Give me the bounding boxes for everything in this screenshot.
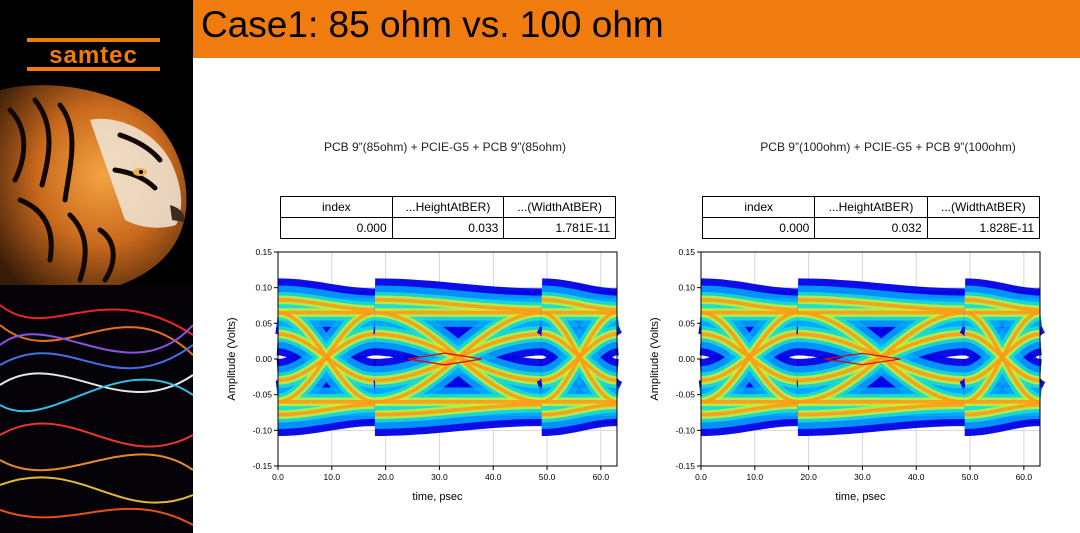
x-tick-label: 30.0 — [854, 472, 871, 482]
y-tick-label: -0.05 — [676, 390, 696, 400]
ber-table-header-row: index ...HeightAtBER) ...(WidthAtBER) — [701, 196, 1041, 218]
ber-value-width: 1.781E-11 — [503, 217, 616, 239]
light-waves-image — [0, 285, 193, 533]
eye-plot: 0.0 10.0 20.0 30.0 40.0 50.0 60.0 0.15 0.10 0.05 0… — [226, 247, 623, 503]
eye-trace — [541, 298, 618, 312]
x-tick-label: 40.0 — [485, 472, 502, 482]
y-tick-label: 0.05 — [255, 318, 272, 328]
ber-table-row: 0.000 0.033 1.781E-11 — [280, 217, 616, 239]
x-tick-label: 10.0 — [324, 472, 341, 482]
eye-trace — [541, 402, 617, 417]
x-axis-label: time, psec — [835, 491, 886, 503]
y-tick-label: -0.10 — [253, 425, 273, 435]
x-tick-label: 60.0 — [1016, 472, 1033, 482]
eye-traces — [698, 278, 1046, 436]
ber-col-height: ...HeightAtBER) — [814, 196, 928, 218]
x-tick-label: 20.0 — [377, 472, 394, 482]
eye-trace — [374, 402, 542, 417]
x-tick-label: 40.0 — [908, 472, 925, 482]
slide-title: Case1: 85 ohm vs. 100 ohm — [201, 4, 664, 45]
logo-band: samtec — [0, 0, 193, 80]
x-tick-label: 60.0 — [593, 472, 610, 482]
x-tick-label: 0.0 — [695, 472, 707, 482]
eye-trace — [700, 298, 798, 312]
title-bar: Case1: 85 ohm vs. 100 ohm — [193, 0, 1080, 58]
x-tick-label: 30.0 — [431, 472, 448, 482]
eye-mask — [407, 352, 482, 366]
x-tick-label: 20.0 — [800, 472, 817, 482]
ber-table-header-row: index ...HeightAtBER) ...(WidthAtBER) — [280, 196, 616, 218]
y-tick-label: 0.15 — [255, 247, 272, 257]
x-axis-label: time, psec — [412, 491, 463, 503]
x-tick-label: 50.0 — [962, 472, 979, 482]
ber-col-width: ...(WidthAtBER) — [926, 196, 1041, 218]
y-axis-label: Amplitude (Volts) — [649, 317, 661, 400]
y-tick-label: 0.10 — [678, 283, 695, 293]
ber-table-row: 0.000 0.032 1.828E-11 — [701, 217, 1041, 239]
eye-trace — [374, 298, 542, 312]
ber-value-height: 0.032 — [814, 217, 928, 239]
eye-diagram-85ohm: PCB 9”(85ohm) + PCIE-G5 + PCB 9”(85ohm) … — [205, 120, 665, 530]
samtec-logo: samtec — [27, 38, 160, 71]
eye-trace — [964, 332, 1041, 383]
eye-trace — [278, 402, 375, 417]
y-tick-label: 0.15 — [678, 247, 695, 257]
y-tick-label: 0.00 — [255, 354, 272, 364]
eye-trace — [374, 332, 542, 383]
eye-trace — [700, 332, 799, 383]
x-tick-label: 0.0 — [272, 472, 284, 482]
ber-col-width: ...(WidthAtBER) — [503, 196, 616, 218]
ber-value-height: 0.033 — [391, 217, 505, 239]
ber-table: index ...HeightAtBER) ...(WidthAtBER) 0.… — [280, 196, 616, 239]
y-tick-label: -0.15 — [676, 461, 696, 471]
plot-title: PCB 9”(100ohm) + PCIE-G5 + PCB 9”(100ohm… — [760, 140, 1016, 154]
ber-value-index: 0.000 — [701, 217, 816, 239]
x-tick-label: 10.0 — [747, 472, 764, 482]
eye-trace — [701, 402, 798, 417]
eye-plot: 0.0 10.0 20.0 30.0 40.0 50.0 60.0 0.15 0.10 0.05 0… — [649, 247, 1046, 503]
y-tick-label: 0.00 — [678, 354, 695, 364]
plot-title: PCB 9”(85ohm) + PCIE-G5 + PCB 9”(85ohm) — [323, 140, 567, 154]
ber-col-index: index — [701, 196, 816, 218]
eye-trace — [277, 332, 376, 383]
ber-value-index: 0.000 — [280, 217, 393, 239]
ber-value-width: 1.828E-11 — [926, 217, 1041, 239]
y-tick-label: 0.10 — [255, 283, 272, 293]
logo-top-bar — [27, 38, 160, 42]
eye-trace — [277, 298, 375, 312]
y-tick-label: -0.15 — [253, 461, 273, 471]
eye-mask — [824, 352, 901, 366]
y-tick-label: -0.05 — [253, 390, 273, 400]
ber-table: index ...HeightAtBER) ...(WidthAtBER) 0.… — [701, 196, 1041, 239]
ber-col-index: index — [280, 196, 393, 218]
eye-diagram-100ohm: PCB 9”(100ohm) + PCIE-G5 + PCB 9”(100ohm… — [628, 120, 1080, 530]
ber-col-height: ...HeightAtBER) — [391, 196, 505, 218]
eye-trace — [964, 402, 1040, 417]
eye-traces — [275, 278, 623, 436]
eye-trace — [797, 402, 965, 417]
logo-bottom-bar — [27, 67, 160, 71]
y-tick-label: 0.05 — [678, 318, 695, 328]
eye-trace — [797, 332, 965, 383]
logo-text: samtec — [49, 42, 138, 69]
sidebar-art: samtec — [0, 0, 193, 533]
eye-trace — [797, 298, 965, 312]
y-tick-label: -0.10 — [676, 425, 696, 435]
eye-trace — [541, 332, 618, 383]
eye-trace — [964, 298, 1041, 312]
tiger-image — [0, 80, 193, 285]
x-tick-label: 50.0 — [539, 472, 556, 482]
y-axis-label: Amplitude (Volts) — [226, 317, 238, 400]
